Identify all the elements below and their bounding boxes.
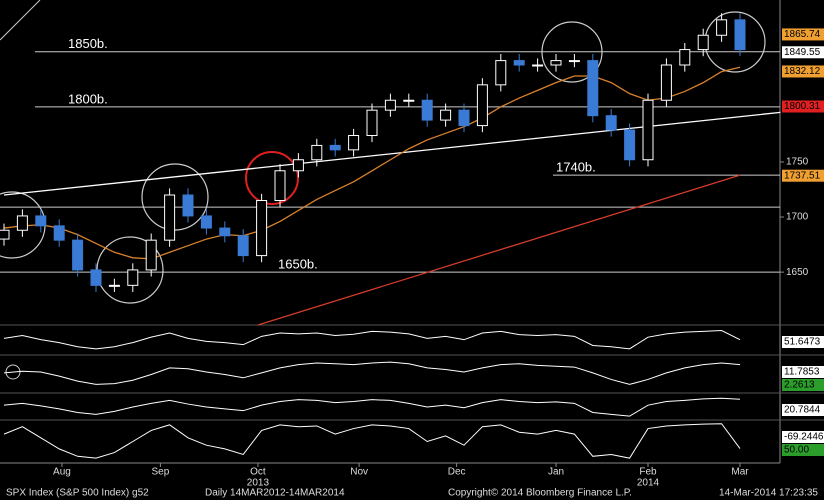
candle-body <box>274 170 286 202</box>
price-label: 1832.12 <box>784 66 821 77</box>
x-tick-label: Aug <box>53 467 71 478</box>
price-label-box <box>782 28 824 41</box>
panel-label: 2.2613 <box>784 380 815 391</box>
candle-body <box>292 159 304 172</box>
panel-label-box <box>782 379 824 391</box>
trend-line <box>257 174 741 326</box>
candle-body <box>476 84 488 127</box>
candle-body <box>366 109 378 137</box>
price-label: 1865.74 <box>784 29 821 40</box>
candle-body <box>16 215 28 231</box>
price-label-box <box>782 100 824 113</box>
candle-body <box>605 115 617 131</box>
candle-body <box>495 60 507 86</box>
panel-label: 51.6473 <box>784 337 821 348</box>
y-tick-label: 1650 <box>786 267 809 278</box>
year-label: 2014 <box>637 478 660 489</box>
panel-label: -69.2446 <box>784 432 824 443</box>
candle-body <box>0 229 10 240</box>
price-label-box <box>782 65 824 78</box>
panel-label-box <box>782 404 824 416</box>
indicator-line <box>3 329 741 350</box>
x-tick-label: Sep <box>152 467 170 478</box>
y-tick-label: 1750 <box>786 157 809 168</box>
candle-body <box>421 99 433 121</box>
candle-body <box>145 239 157 271</box>
candle-body <box>311 144 323 161</box>
x-tick-label: Oct <box>250 467 266 478</box>
candle-body <box>403 99 415 102</box>
panel-label-box <box>782 336 824 348</box>
candle-body <box>440 109 452 121</box>
x-tick-label: Feb <box>639 467 657 478</box>
candle-body <box>200 215 212 229</box>
candle-body <box>329 144 341 151</box>
panel-label: 11.7853 <box>784 367 820 378</box>
candle-body <box>164 194 176 241</box>
moving-average <box>3 66 741 260</box>
candle-body <box>679 49 691 66</box>
x-tick-label: Nov <box>350 467 368 478</box>
price-label: 1849.55 <box>784 47 821 58</box>
x-tick-label: Mar <box>731 467 749 478</box>
candle-body <box>72 239 84 271</box>
candle-body <box>53 225 65 241</box>
price-label: 1737.51 <box>784 170 821 181</box>
candle-body <box>108 284 120 287</box>
y-tick-label: 1700 <box>786 212 809 223</box>
indicator-line <box>3 361 741 385</box>
candle-body <box>568 60 580 63</box>
candle-body <box>660 64 672 101</box>
candle-body <box>716 19 728 36</box>
annotation: 1740b. <box>556 160 596 175</box>
candle-body <box>384 99 396 111</box>
candle-body <box>90 269 102 286</box>
trend-stub <box>0 0 41 41</box>
candle-body <box>587 60 599 117</box>
copyright: Copyright© 2014 Bloomberg Finance L.P. <box>448 488 632 499</box>
annotation: 1800b. <box>68 91 108 106</box>
candle-body <box>182 194 194 217</box>
panel-label-box <box>782 431 824 443</box>
indicator-line <box>3 423 741 459</box>
candle-body <box>697 34 709 51</box>
panel-label: 20.7844 <box>784 405 821 416</box>
candle-body <box>624 129 636 161</box>
candle-body <box>734 19 746 51</box>
price-label: 1800.31 <box>784 101 821 112</box>
price-label-box <box>782 46 824 59</box>
candle-body <box>458 109 470 127</box>
ticker: SPX Index (S&P 500 Index) g52 <box>6 488 149 499</box>
candle-body <box>550 60 562 66</box>
year-label: 2013 <box>247 478 270 489</box>
highlight-circle <box>5 364 21 380</box>
candle-body <box>513 60 525 66</box>
panel-label: 50.00 <box>784 445 809 456</box>
indicator-line <box>3 397 741 417</box>
panel-label-box <box>782 444 824 456</box>
highlight-circle <box>245 151 299 205</box>
candle-body <box>642 99 654 161</box>
annotation: 1850b. <box>68 36 108 51</box>
period: Daily 14MAR2012-14MAR2014 <box>205 488 345 499</box>
candle-body <box>532 64 544 67</box>
timestamp: 14-Mar-2014 17:23:35 <box>719 488 818 499</box>
candle-body <box>35 215 47 227</box>
candle-body <box>219 227 231 237</box>
price-label-box <box>782 169 824 182</box>
x-tick-label: Dec <box>448 467 466 478</box>
candle-body <box>348 135 360 151</box>
candle-body <box>127 269 139 286</box>
candle-body <box>256 200 268 257</box>
candle-body <box>237 235 249 257</box>
x-tick-label: Jan <box>548 467 564 478</box>
panel-label-box <box>782 366 824 378</box>
annotation: 1650b. <box>278 257 318 272</box>
